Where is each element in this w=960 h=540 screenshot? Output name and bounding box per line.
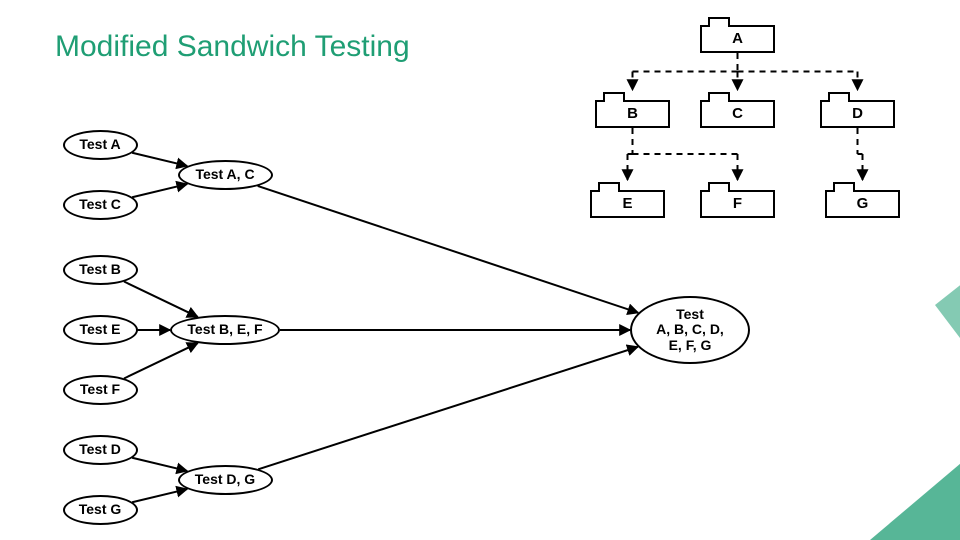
decorative-triangles [0,0,960,540]
